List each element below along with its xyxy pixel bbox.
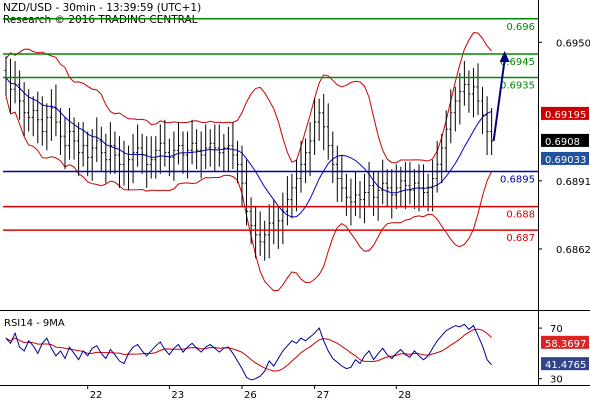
rsi-title: RSI14 - 9MA <box>4 318 65 329</box>
time-tick-label: 23 <box>171 390 184 400</box>
price-tag-label: 0.6908 <box>545 137 580 148</box>
bollinger-lower-line <box>5 96 493 292</box>
level-label-resistance: 0.6935 <box>500 81 535 92</box>
level-label-resistance: 0.696 <box>506 22 535 33</box>
price-bars <box>4 56 494 261</box>
price-tag-bb <box>541 106 589 120</box>
price-tag-label: 0.69195 <box>545 110 586 121</box>
time-tick-label: 28 <box>398 390 411 400</box>
time-tick-label: 26 <box>244 390 257 400</box>
time-tick-label: 22 <box>90 390 103 400</box>
price-tick-label: 0.6862 <box>556 245 590 256</box>
price-tag-current <box>541 133 589 147</box>
projection-arrow-head <box>499 51 510 63</box>
level-label-resistance: 0.6945 <box>500 57 535 68</box>
rsi-tag-rsi_ma <box>541 335 589 349</box>
bollinger-upper-line <box>5 32 492 164</box>
rsi-tick-label: 70 <box>550 324 563 335</box>
moving-average-line <box>5 77 492 218</box>
level-label-pivot: 0.6895 <box>500 174 535 185</box>
price-tag-ma <box>541 151 589 165</box>
chart-title: NZD/USD - 30min - 13:39:59 (UTC+1) <box>3 2 202 14</box>
price-tag-label: 0.69033 <box>545 155 586 166</box>
rsi-tick-label: 30 <box>550 375 563 386</box>
level-label-support: 0.688 <box>506 210 535 221</box>
rsi-ma-line <box>5 328 492 372</box>
projection-arrow <box>492 59 506 142</box>
price-tick-label: 0.6891 <box>556 177 590 188</box>
rsi-line <box>5 323 492 381</box>
chart-credit: Research © 2016 TRADING CENTRAL <box>3 14 198 26</box>
rsi-tag-label: 41.4765 <box>545 360 586 371</box>
level-label-support: 0.687 <box>506 233 535 244</box>
rsi-tag-rsi <box>541 357 589 371</box>
time-tick-label: 27 <box>317 390 330 400</box>
rsi-tag-label: 58.3697 <box>545 339 586 350</box>
price-tick-label: 0.6950 <box>556 38 590 49</box>
